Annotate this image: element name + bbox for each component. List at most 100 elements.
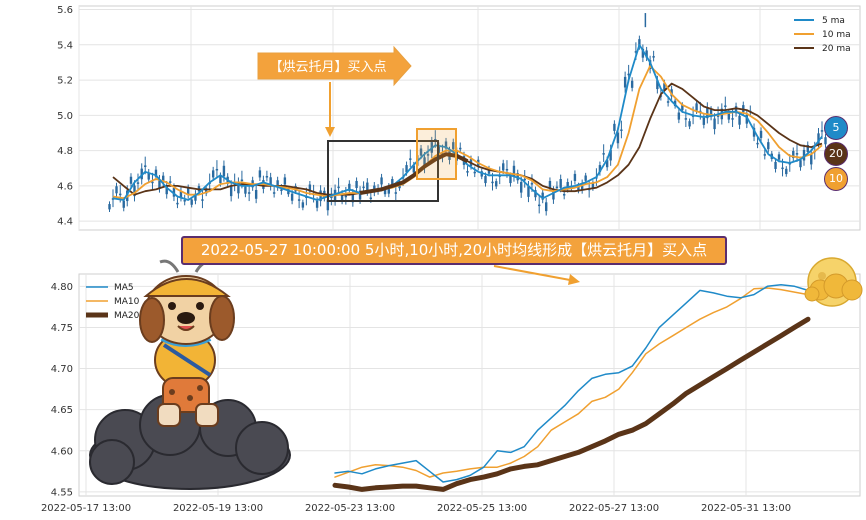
legend-label-5ma: 5 ma: [822, 16, 845, 26]
line-ma20-bottom: [332, 316, 811, 492]
candle-body: [176, 202, 179, 205]
ma10-badge: 10: [824, 167, 848, 191]
candle-body: [777, 154, 781, 160]
candlestick-y-tick: 4.8: [57, 146, 73, 157]
candle-body: [201, 199, 204, 201]
candle-body: [122, 200, 125, 208]
buy-point-arrow: [257, 45, 412, 87]
candle-body: [774, 161, 777, 169]
legend-label-ma10: MA10: [114, 297, 140, 307]
candle-body: [355, 180, 358, 189]
candle-body: [745, 114, 749, 124]
candle-body: [426, 154, 430, 156]
candlestick-y-tick: 5.2: [57, 76, 73, 87]
candle-body: [466, 171, 469, 173]
candle-body: [194, 193, 197, 201]
candle-body: [133, 185, 136, 197]
ma-y-tick: 4.70: [51, 364, 73, 375]
candle-body: [484, 176, 487, 184]
candle-body: [527, 186, 530, 197]
candle-body: [272, 192, 276, 194]
candle-body: [237, 182, 240, 194]
ma-y-tick: 4.80: [51, 282, 73, 293]
candle-body: [308, 184, 312, 192]
legend-label-20ma: 20 ma: [822, 44, 851, 54]
candle-body: [140, 168, 143, 180]
candle-body: [491, 181, 494, 184]
candle-body: [115, 186, 118, 194]
candle-body: [337, 186, 340, 189]
candle-body: [577, 185, 580, 191]
candle-body: [452, 142, 455, 150]
candle-body: [523, 178, 526, 181]
dog-on-cloud-illustration: [89, 259, 291, 490]
ma-x-tick: 2022-05-19 13:00: [173, 503, 263, 514]
candlestick-y-tick: 5.4: [57, 40, 73, 51]
candle-body: [505, 168, 509, 171]
candle-body: [627, 73, 630, 76]
buy-point-highlight-box: [416, 128, 457, 180]
candle-body: [623, 76, 627, 88]
ma-y-tick: 4.65: [51, 405, 73, 416]
candle-body: [434, 138, 437, 141]
candle-body: [702, 117, 706, 125]
ma-x-tick: 2022-05-17 13:00: [41, 503, 131, 514]
buy-point-arrow-label: 【烘云托月】买入点: [269, 60, 386, 75]
candle-body: [609, 149, 612, 161]
candle-body: [759, 130, 763, 138]
candle-body: [183, 200, 186, 202]
candle-body: [204, 188, 208, 194]
candle-body: [681, 104, 684, 111]
candle-body: [283, 177, 287, 185]
candlestick-y-tick: 5.0: [57, 111, 73, 122]
candle-body: [219, 176, 222, 184]
candle-body: [616, 132, 620, 144]
candle-body: [598, 165, 602, 173]
candle-body: [405, 165, 408, 173]
candle-body: [211, 170, 215, 178]
candle-body: [652, 56, 655, 58]
candlestick-y-axis: 5.6 5.4 5.2 5.0 4.8 4.6 4.4: [57, 5, 73, 228]
candle-body: [573, 173, 577, 181]
candle-body: [186, 188, 190, 196]
candle-body: [362, 186, 365, 189]
candle-body: [512, 165, 516, 177]
candle-body: [129, 176, 133, 184]
candle-body: [169, 181, 172, 183]
candle-body: [276, 180, 279, 188]
candle-body: [584, 175, 587, 181]
candle-body: [287, 188, 290, 195]
candle-body: [240, 179, 244, 182]
ma-x-tick: 2022-05-25 13:00: [437, 503, 527, 514]
line-ma10-bottom: [334, 287, 809, 478]
candle-body: [716, 115, 720, 117]
ma5-badge: 5: [824, 116, 848, 140]
candle-body: [767, 142, 770, 150]
candle-body: [677, 112, 681, 120]
candle-body: [229, 185, 233, 197]
candle-body: [602, 153, 605, 155]
candle-body: [423, 157, 426, 168]
candle-body: [709, 109, 713, 117]
candle-body: [634, 51, 638, 53]
line-ma5-bottom: [334, 283, 809, 483]
down-arrow-head: [325, 127, 335, 137]
candlestick-grid: [78, 6, 860, 230]
candle-body: [136, 182, 140, 184]
candle-body: [688, 121, 691, 127]
candlestick-ma-lines: [112, 43, 823, 201]
candle-body: [630, 80, 634, 88]
line-ma20-highlight: [359, 152, 469, 195]
candle-body: [409, 158, 412, 160]
candle-body: [763, 154, 766, 156]
candle-body: [473, 171, 476, 174]
candle-body: [605, 160, 609, 168]
candle-body: [351, 193, 355, 203]
candle-body: [752, 127, 756, 137]
candle-body: [820, 130, 824, 132]
candle-body: [502, 163, 505, 171]
legend-label-ma20: MA20: [114, 311, 140, 321]
candle-body: [666, 101, 670, 103]
candle-body: [695, 103, 698, 111]
candle-body: [258, 170, 262, 178]
